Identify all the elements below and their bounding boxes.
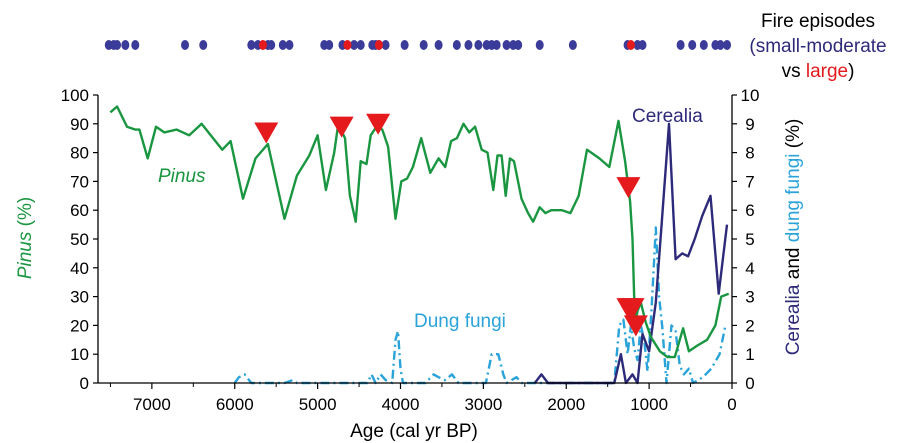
fire-episode-small-moderate	[434, 40, 443, 50]
y-left-tick-label: 20	[70, 316, 89, 335]
y-axis-left-title-italic: Pinus	[15, 231, 36, 279]
fire-legend-line2: (small-moderate	[749, 36, 886, 57]
fire-episode-small-moderate	[113, 40, 122, 50]
dung-fungi-line	[233, 226, 727, 385]
fire-legend-line3: vs large)	[782, 61, 855, 82]
y-right-tick-label: 6	[745, 201, 754, 220]
fire-legend-open-paren: (	[749, 36, 756, 57]
x-axis-title: Age (cal yr BP)	[350, 421, 478, 442]
peak-marker	[623, 315, 648, 337]
fire-episode-small-moderate	[502, 40, 511, 50]
x-tick-label: 5000	[299, 395, 337, 414]
peak-marker	[329, 116, 354, 138]
fire-episode-small-moderate	[638, 40, 647, 50]
y-right-tick-label: 9	[745, 115, 754, 134]
plot-area: 7000 6000 5000 4000 3000 2000 1000 001020304050…	[61, 86, 760, 414]
y-left-tick-label: 60	[70, 201, 89, 220]
y-axis-right-title-dung: dung fungi	[783, 154, 804, 243]
fire-episode-small-moderate	[247, 40, 256, 50]
fire-episode-small-moderate	[325, 40, 334, 50]
fire-episode-small-moderate	[568, 40, 577, 50]
y-axis-right-title-unit: (%)	[783, 119, 804, 154]
series-label-dung-fungi: Dung fungi	[414, 311, 506, 332]
fire-episode-small-moderate	[350, 40, 359, 50]
fire-episode-small-moderate	[514, 40, 523, 50]
peak-marker	[616, 177, 641, 199]
y-left-tick-label: 70	[70, 172, 89, 191]
y-left-tick-label: 90	[70, 115, 89, 134]
y-right-tick-label: 7	[745, 172, 754, 191]
fire-episode-small-moderate	[492, 40, 501, 50]
y-axis-right-title-cerealia: Cerealia	[783, 284, 804, 355]
y-left-tick-label: 30	[70, 288, 89, 307]
fire-episode-small-moderate	[676, 40, 685, 50]
fire-episode-small-moderate	[356, 40, 365, 50]
x-tick-label: 7000	[133, 395, 171, 414]
peak-marker	[620, 298, 645, 320]
fire-episode-large	[343, 40, 352, 50]
fire-legend: Fire episodes (small-moderate vs large)	[749, 11, 886, 82]
y-left-tick-label: 10	[70, 345, 89, 364]
fire-episode-small-moderate	[285, 40, 294, 50]
fire-episode-large	[258, 40, 267, 50]
y-left-tick-label: 80	[70, 144, 89, 163]
fire-episode-small-moderate	[181, 40, 190, 50]
y-right-tick-label: 10	[741, 86, 760, 105]
fire-episode-small-moderate	[121, 40, 130, 50]
fire-legend-small-label: small-moderate	[756, 36, 887, 57]
fire-episode-small-moderate	[381, 40, 390, 50]
y-left-tick-label: 40	[70, 259, 89, 278]
y-right-tick-label: 8	[745, 144, 754, 163]
y-left-tick-label: 0	[80, 374, 89, 393]
y-axis-left-title: Pinus (%)	[15, 197, 36, 279]
y-left-tick-label: 100	[61, 86, 89, 105]
x-tick-label: 0	[727, 395, 736, 414]
y-axis-left-title-unit: (%)	[15, 197, 36, 232]
y-right-tick-label: 0	[745, 374, 754, 393]
x-tick-label: 6000	[216, 395, 254, 414]
fire-episode-small-moderate	[464, 40, 473, 50]
y-right-tick-label: 4	[745, 259, 754, 278]
y-right-tick-label: 2	[745, 316, 754, 335]
fire-episode-small-moderate	[267, 40, 276, 50]
fire-legend-vs-label: vs	[782, 61, 801, 82]
peak-marker	[366, 113, 391, 135]
fire-episode-small-moderate	[716, 40, 725, 50]
fire-episode-small-moderate	[688, 40, 697, 50]
cerealia-line	[533, 122, 729, 385]
fire-episode-small-moderate	[131, 40, 140, 50]
fire-episode-small-moderate	[199, 40, 208, 50]
x-tick-label: 1000	[630, 395, 668, 414]
peak-marker	[254, 122, 279, 144]
fire-episodes-row	[104, 40, 732, 50]
fire-episode-small-moderate	[723, 40, 732, 50]
fire-episode-small-moderate	[419, 40, 428, 50]
y-right-tick-label: 3	[745, 288, 754, 307]
y-right-tick-label: 5	[745, 230, 754, 249]
y-left-tick-label: 50	[70, 230, 89, 249]
fire-legend-close-paren: )	[848, 61, 854, 82]
fire-episode-small-moderate	[699, 40, 708, 50]
x-tick-label: 4000	[382, 395, 420, 414]
fire-episode-small-moderate	[400, 40, 409, 50]
series-label-pinus: Pinus	[158, 166, 206, 187]
fire-legend-large-label: large	[806, 61, 848, 82]
x-tick-label: 2000	[547, 395, 585, 414]
fire-episode-small-moderate	[535, 40, 544, 50]
fire-legend-title: Fire episodes	[761, 11, 875, 32]
x-tick-label: 3000	[464, 395, 502, 414]
series-label-cerealia: Cerealia	[632, 106, 703, 127]
fire-episode-small-moderate	[452, 40, 461, 50]
y-right-tick-label: 1	[745, 345, 754, 364]
fire-episode-large	[374, 40, 383, 50]
fire-episode-large	[626, 40, 635, 50]
fire-episode-small-moderate	[474, 40, 483, 50]
y-axis-right-title: Cerealia and dung fungi (%)	[783, 119, 804, 356]
y-axis-right-title-and: and	[783, 242, 804, 284]
fire-episode-small-moderate	[278, 40, 287, 50]
